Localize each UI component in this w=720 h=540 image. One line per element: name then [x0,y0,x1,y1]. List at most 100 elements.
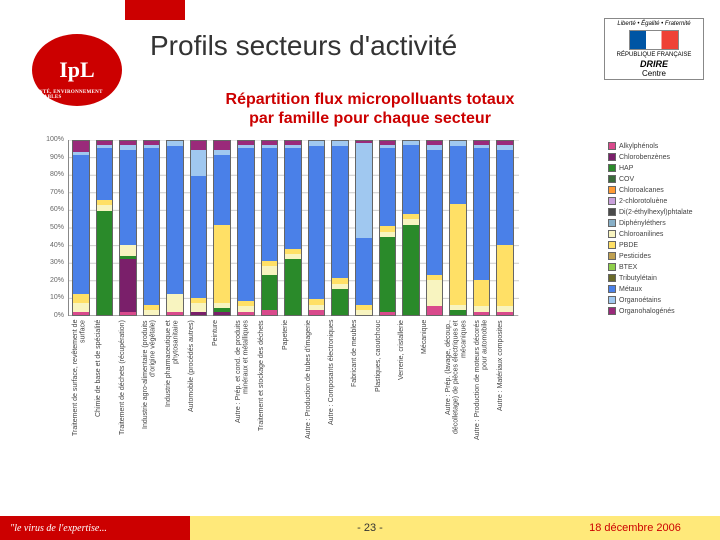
legend-label: Pesticides [619,253,651,260]
legend-item: Alkylphénols [608,142,712,150]
legend-item: Pesticides [608,252,712,260]
legend-label: PBDE [619,242,638,249]
bar-segment [403,225,419,315]
bar [449,140,467,316]
x-tick-label: Fabricant de meubles [351,320,368,450]
legend-label: Diphényléthers [619,220,666,227]
legend-swatch [608,252,616,260]
bar-segment [214,312,230,315]
x-tick-label: Autre : Prép. (lavage, découp., décollet… [445,320,468,450]
legend-label: Chloroalcanes [619,187,664,194]
legend-swatch [608,175,616,183]
page-title: Profils secteurs d'activité [150,30,457,62]
bar-segment [427,150,443,275]
legend-swatch [608,208,616,216]
legend-item: HAP [608,164,712,172]
gov-motto: Liberté • Égalité • Fraternité [607,21,701,28]
legend-item: Tributylétain [608,274,712,282]
footer-date: 18 décembre 2006 [550,516,720,540]
bar-segment [191,150,207,176]
bar [143,140,161,316]
bar-segment [356,310,372,315]
bar-segment [474,312,490,315]
bar-segment [474,280,490,306]
bar [473,140,491,316]
x-tick-label: Autre : Composants électroniques [328,320,345,450]
legend-item: Chlorobenzènes [608,153,712,161]
x-tick-label: Autre : Production de moteurs décorés po… [474,320,491,450]
bar-segment [191,141,207,150]
legend-label: 2-chlorotoluène [619,198,667,205]
x-tick-label: Traitement de déchets (récupération) [119,320,136,450]
bar-segment [73,294,89,303]
bar-segment [262,266,278,275]
bar [213,140,231,316]
legend-swatch [608,274,616,282]
legend-label: HAP [619,165,633,172]
gov-republic: RÉPUBLIQUE FRANÇAISE [607,52,701,59]
x-tick-label: Plastiques, caoutchouc [375,320,392,450]
bar [261,140,279,316]
bar-segment [450,146,466,203]
bar-segment [450,204,466,305]
bar-segment [309,310,325,315]
bar-segment [309,146,325,299]
bar-segment [332,289,348,315]
legend-swatch [608,164,616,172]
legend-item: COV [608,175,712,183]
legend-swatch [608,285,616,293]
x-tick-label: Industrie agro-alimentaire (produits d'o… [142,320,159,450]
bar [72,140,90,316]
x-tick-label: Papeterie [282,320,299,450]
bar [190,140,208,316]
bar-segment [497,312,513,315]
legend-item: Organohalogénés [608,307,712,315]
bar-segment [450,310,466,315]
x-tick-label: Automobile (procédés autres) [188,320,205,450]
y-tick-label: 30% [38,259,64,266]
x-tick-label: Traitement de surface, revêtement de sur… [72,320,89,450]
bar-segment [73,312,89,315]
legend-label: Organoétains [619,297,661,304]
x-tick-label: Chimie de base et de spécialité [95,320,112,450]
bars-container [68,140,518,316]
footer-tagline: "le virus de l'expertise... [0,516,190,540]
legend-swatch [608,142,616,150]
bar [284,140,302,316]
footer-page: - 23 - [190,516,550,540]
bar-segment [120,150,136,246]
y-tick-label: 0% [38,312,64,319]
bar-segment [238,312,254,315]
legend-swatch [608,219,616,227]
bar [119,140,137,316]
legend-label: Di(2-éthylhexyl)phtalate [619,209,693,216]
y-tick-label: 100% [38,136,64,143]
legend-swatch [608,241,616,249]
bar-segment [97,148,113,200]
x-tick-label: Verrerie, cristallerie [398,320,415,450]
bar-segment [474,148,490,280]
bar-segment [191,312,207,315]
bar [237,140,255,316]
logo-ipl-subtitle: SANTÉ, ENVIRONNEMENT DURABLES [32,90,122,100]
bar-segment [73,303,89,312]
legend-item: Chloroanilines [608,230,712,238]
legend-swatch [608,230,616,238]
legend-label: Tributylétain [619,275,657,282]
bar-segment [214,225,230,303]
x-axis-labels: Traitement de surface, revêtement de sur… [68,320,518,450]
bar [96,140,114,316]
x-tick-label: Traitement et stockage des déchets [258,320,275,450]
bar [331,140,349,316]
legend-item: Di(2-éthylhexyl)phtalate [608,208,712,216]
bar-segment [380,312,396,315]
legend-item: Chloroalcanes [608,186,712,194]
flag-icon [629,30,679,50]
y-tick-label: 20% [38,277,64,284]
legend-item: 2-chlorotoluène [608,197,712,205]
bar-segment [262,310,278,315]
x-tick-label: Autre : Matériaux composites [497,320,514,450]
bar-segment [238,148,254,301]
chart-legend: Alkylphénols Chlorobenzènes HAP COV Chloroal… [608,142,712,318]
bar-segment [144,310,160,315]
